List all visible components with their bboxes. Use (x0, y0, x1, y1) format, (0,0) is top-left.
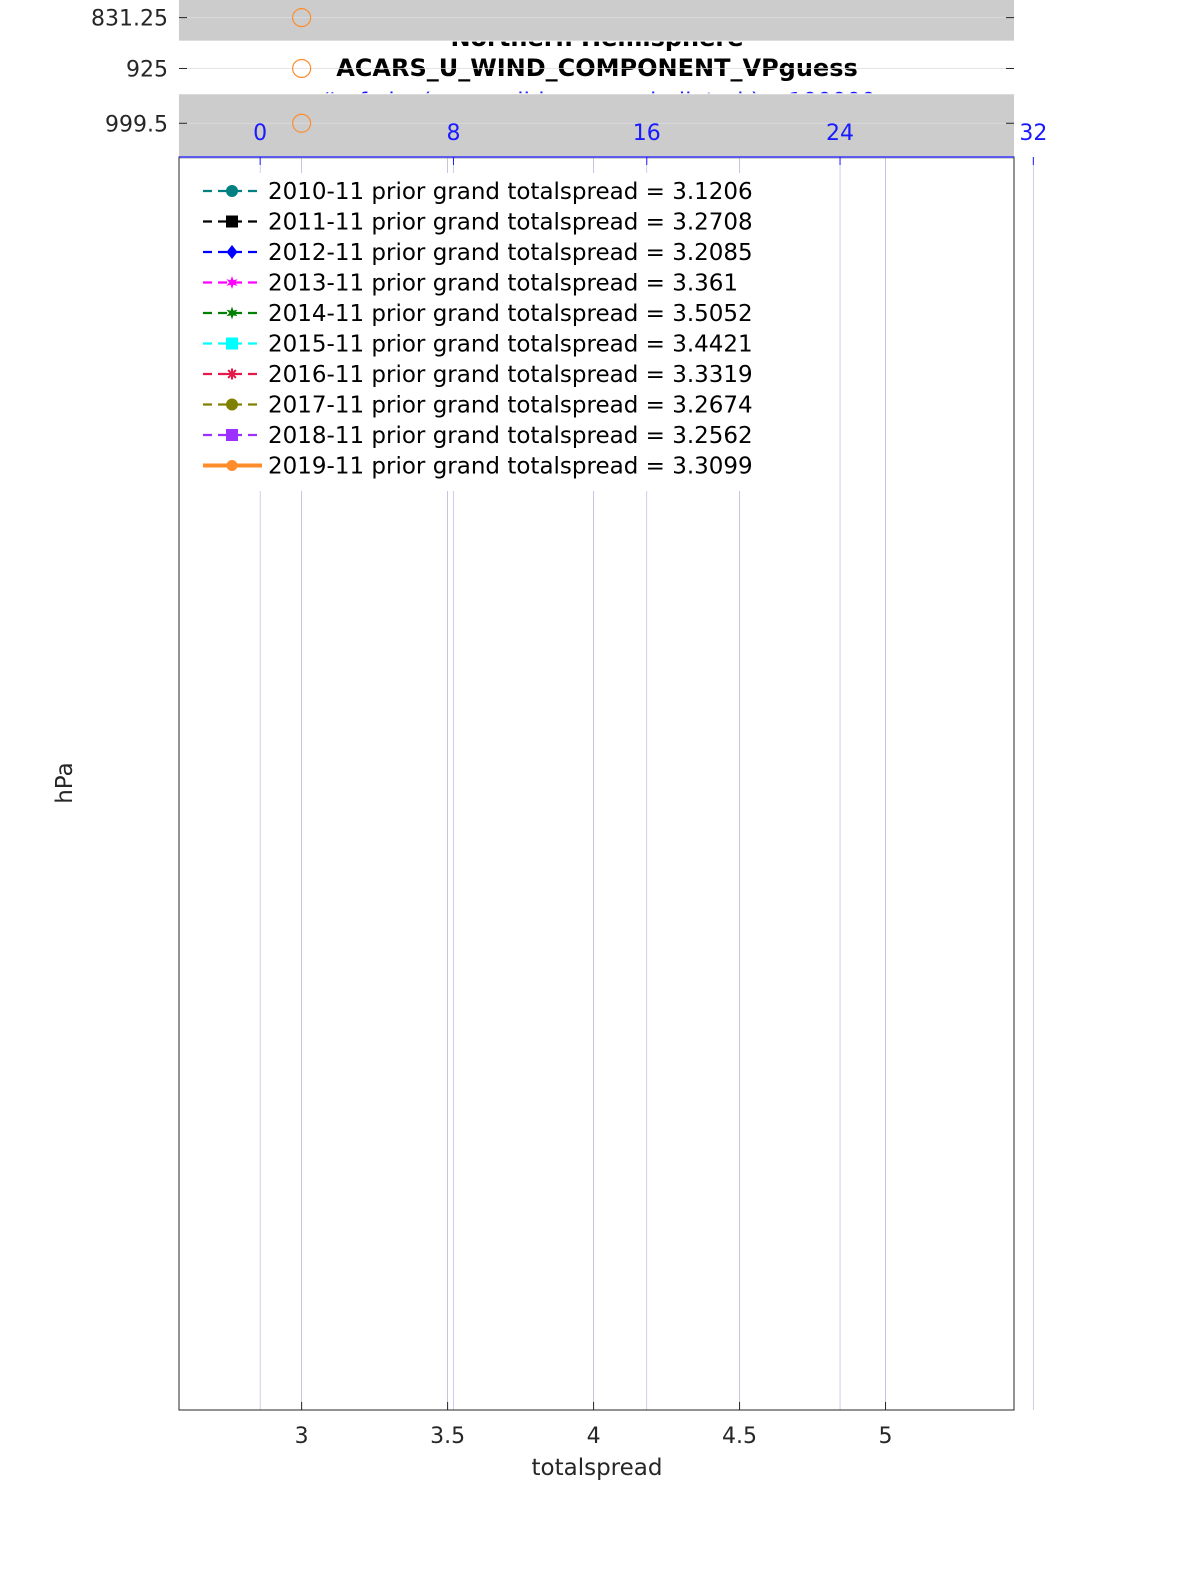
level-band (179, 0, 1014, 42)
legend: 2010-11 prior grand totalspread = 3.1206… (197, 173, 797, 491)
series-marker (226, 337, 238, 350)
marker-stroke (227, 369, 237, 379)
legend-label: 2015-11 prior grand totalspread = 3.4421 (268, 332, 753, 358)
legend-entry-2: 2011-11 prior grand totalspread = 3.2708 (203, 210, 753, 236)
y-tick-label: 999.5 (105, 112, 168, 137)
series-marker (226, 368, 238, 380)
y-tick-label: 925 (126, 57, 168, 82)
series-marker (226, 429, 238, 441)
top-tick-label: 16 (633, 121, 661, 146)
legend-entry-6: 2015-11 prior grand totalspread = 3.4421 (203, 332, 753, 358)
obs-possible-marker (292, 113, 312, 133)
legend-label: 2017-11 prior grand totalspread = 3.2674 (268, 393, 753, 419)
x-tick-label: 4 (587, 1424, 601, 1449)
obs-possible-marker (292, 8, 312, 28)
top-tick-label: 24 (826, 121, 854, 146)
level-band (179, 93, 1014, 159)
legend-label: 2016-11 prior grand totalspread = 3.3319 (268, 362, 753, 388)
series-layer (292, 8, 312, 133)
x-tick-label: 3 (295, 1424, 309, 1449)
legend-entry-8: 2017-11 prior grand totalspread = 3.2674 (203, 393, 753, 419)
series-marker (226, 398, 238, 411)
level-bands (179, 0, 1014, 159)
obs-possible-marker (292, 58, 312, 79)
top-tick-label: 0 (253, 121, 267, 146)
legend-entry-4: 2013-11 prior grand totalspread = 3.361 (203, 271, 738, 297)
x-tick-label: 4.5 (722, 1424, 757, 1449)
legend-label: 2013-11 prior grand totalspread = 3.361 (268, 271, 738, 297)
x-axis-label: totalspread (532, 1455, 663, 1481)
series-marker (226, 276, 238, 289)
legend-entry-9: 2018-11 prior grand totalspread = 3.2562 (203, 423, 753, 449)
legend-entry-10: 2019-11 prior grand totalspread = 3.3099 (203, 454, 753, 480)
series-marker (226, 306, 238, 320)
top-tick-label: 32 (1019, 121, 1047, 146)
axis-ticks: 33.544.55081624328.52555100150200250312.… (91, 7, 1047, 1449)
series-marker (226, 215, 238, 228)
y-tick-label: 831.25 (91, 7, 168, 32)
series-10 (292, 8, 312, 133)
legend-entry-7: 2016-11 prior grand totalspread = 3.3319 (203, 362, 753, 388)
legend-entry-3: 2012-11 prior grand totalspread = 3.2085 (203, 240, 753, 266)
legend-background (197, 173, 797, 491)
legend-entry-1: 2010-11 prior grand totalspread = 3.1206 (203, 179, 753, 205)
legend-entry-5: 2014-11 prior grand totalspread = 3.5052 (203, 301, 753, 327)
chart-subtitle: ACARS_U_WIND_COMPONENT_VPguess (336, 54, 858, 82)
legend-label: 2018-11 prior grand totalspread = 3.2562 (268, 423, 753, 449)
series-marker (226, 245, 238, 259)
legend-label: 2014-11 prior grand totalspread = 3.5052 (268, 301, 753, 327)
legend-label: 2012-11 prior grand totalspread = 3.2085 (268, 240, 753, 266)
legend-label: 2010-11 prior grand totalspread = 3.1206 (268, 179, 753, 205)
series-marker (226, 185, 238, 197)
legend-label: 2019-11 prior grand totalspread = 3.3099 (268, 454, 753, 480)
top-tick-label: 8 (446, 121, 460, 146)
x-tick-label: 5 (879, 1424, 893, 1449)
x-tick-label: 3.5 (430, 1424, 465, 1449)
legend-label: 2011-11 prior grand totalspread = 3.2708 (268, 210, 753, 236)
series-marker (226, 460, 238, 471)
y-axis-label: hPa (52, 762, 78, 804)
